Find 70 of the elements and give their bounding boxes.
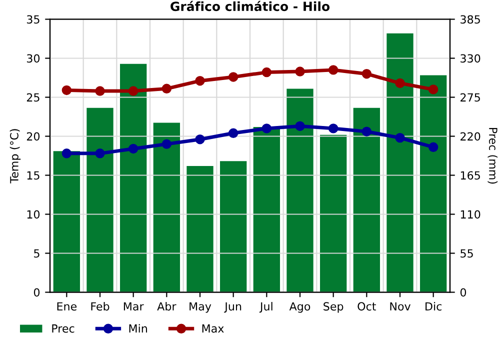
bar [220,161,247,292]
x-tick-label: Jun [224,302,242,313]
bar [420,75,447,292]
point [362,126,372,136]
y-tick-label: 20 [26,132,40,141]
point [395,132,405,143]
y-axis-title: Temp (°C) [10,129,21,184]
y-tick-label: 0 [34,288,40,297]
bar [53,151,80,292]
point [228,128,238,138]
y2-tick-label: 110 [460,210,480,219]
x-tick-label: Ago [289,302,310,313]
point [128,144,138,154]
point [195,134,205,144]
y-tick-label: 15 [27,171,40,180]
y-tick-label: 5 [34,249,40,258]
point [262,124,272,134]
bar [120,64,147,292]
bar [386,33,414,292]
x-tick-label: Sep [324,302,344,313]
y2-axis-title: Prec (mm) [488,128,498,184]
point [128,86,138,96]
point [428,84,438,94]
point [428,142,438,152]
y2-tick-label: 220 [460,132,480,141]
point [328,124,338,134]
point [295,66,305,76]
point [62,148,72,158]
x-tick-label: Ene [57,302,77,311]
point [328,65,338,75]
y-tick-label: 35 [26,15,40,24]
x-tick-label: May [190,302,212,313]
legend-label: Max [202,324,224,333]
point [62,85,72,96]
bar [153,122,180,292]
chart-title: Gráfico climático - Hilo [170,0,330,12]
x-tick-label: Abr [157,302,176,311]
x-tick-label: Nov [390,302,411,311]
legend-label: Min [129,324,147,333]
x-tick-label: Jul [259,302,272,313]
point [95,86,105,96]
point [362,68,372,79]
y2-tick-label: 275 [460,93,480,102]
bar [253,127,280,292]
y2-tick-label: 55 [460,249,473,258]
bar [286,88,314,292]
bar [186,166,214,292]
y2-tick-label: 165 [460,171,480,180]
point [95,148,105,158]
y-tick-label: 30 [26,54,40,63]
legend-label: Prec [52,324,74,333]
x-tick-label: Feb [91,302,110,311]
x-tick-label: Mar [124,302,144,311]
x-tick-label: Oct [358,302,376,311]
y2-tick-label: 0 [460,288,466,297]
y2-tick-label: 385 [460,15,480,24]
point [262,67,272,78]
bar [320,134,347,292]
point [295,121,305,131]
point [395,78,405,88]
y-tick-label: 25 [26,93,40,102]
point [228,72,238,82]
point [195,76,205,86]
bar [86,108,114,292]
y-tick-label: 10 [27,210,40,219]
point [162,84,172,94]
x-tick-label: Dic [426,302,442,311]
point [162,139,172,149]
y2-tick-label: 330 [460,54,480,63]
bar [353,108,380,292]
